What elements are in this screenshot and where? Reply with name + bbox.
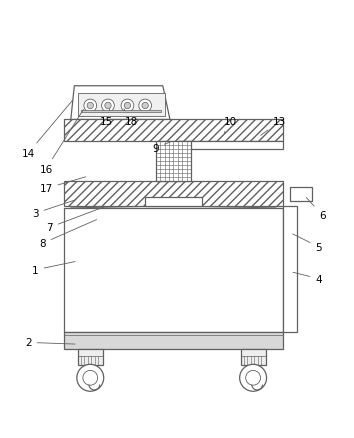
Circle shape — [121, 100, 134, 113]
Polygon shape — [71, 87, 170, 120]
Bar — [241, 350, 266, 366]
Bar — [283, 207, 297, 332]
Text: 3: 3 — [32, 201, 75, 219]
Bar — [177, 141, 283, 150]
Text: 5: 5 — [293, 234, 322, 252]
Circle shape — [84, 100, 97, 113]
Bar — [81, 110, 161, 113]
Bar — [78, 94, 165, 117]
Circle shape — [142, 103, 148, 110]
Text: 18: 18 — [124, 110, 138, 127]
Text: 10: 10 — [223, 117, 237, 134]
Bar — [64, 120, 283, 141]
Circle shape — [87, 103, 93, 110]
Circle shape — [102, 100, 114, 113]
Bar — [145, 198, 202, 207]
Text: 4: 4 — [293, 272, 322, 284]
Bar — [290, 187, 312, 201]
Text: 16: 16 — [39, 110, 84, 174]
Text: 7: 7 — [46, 208, 104, 233]
Text: 13: 13 — [261, 117, 286, 136]
Text: 9: 9 — [153, 142, 171, 153]
Text: 1: 1 — [32, 262, 75, 275]
Text: 2: 2 — [25, 338, 75, 348]
Circle shape — [105, 103, 111, 110]
Circle shape — [124, 103, 131, 110]
Bar — [156, 141, 191, 182]
Bar — [78, 350, 103, 366]
Bar — [64, 208, 283, 332]
Text: 15: 15 — [99, 110, 113, 127]
Text: 17: 17 — [39, 177, 86, 194]
Text: 14: 14 — [22, 101, 73, 159]
Bar — [64, 182, 283, 207]
Circle shape — [240, 364, 267, 392]
Circle shape — [77, 364, 104, 392]
Bar — [64, 332, 283, 350]
Text: 8: 8 — [39, 220, 97, 249]
Circle shape — [83, 371, 98, 385]
Circle shape — [139, 100, 152, 113]
Circle shape — [246, 371, 261, 385]
Text: 6: 6 — [306, 198, 325, 220]
